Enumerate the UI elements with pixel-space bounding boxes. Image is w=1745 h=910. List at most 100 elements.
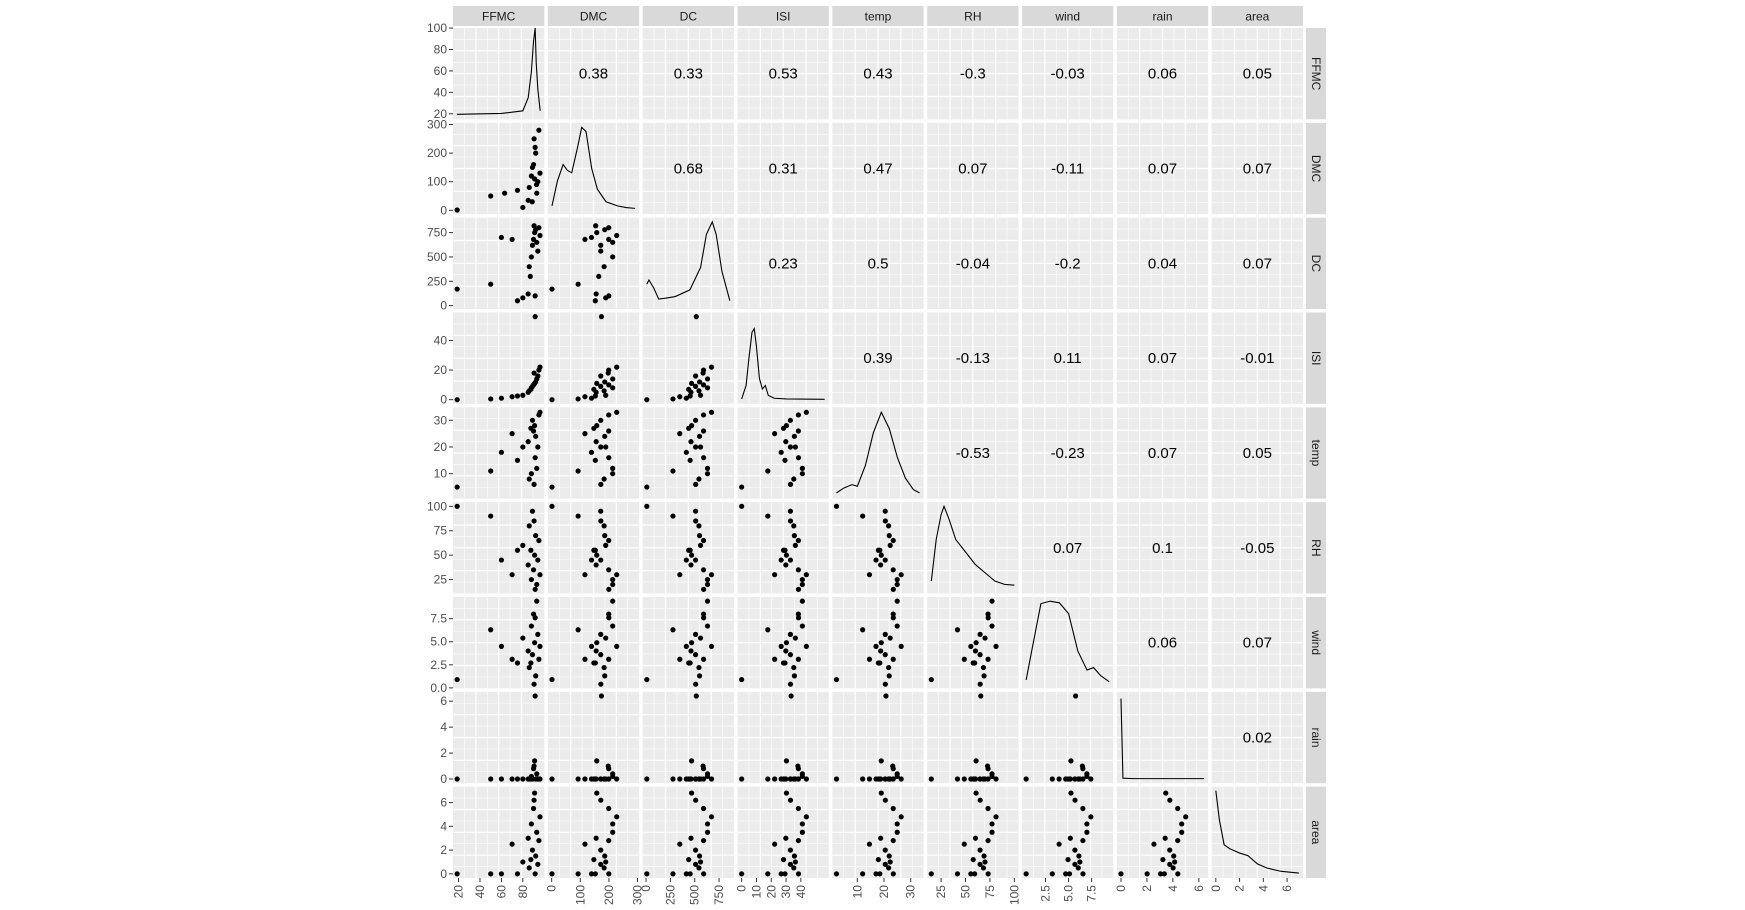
scatter-point [610,771,616,777]
correlation-DC-ISI: 0.23 [769,255,798,272]
scatter-point [677,776,683,782]
scatter-point [536,127,542,133]
scatter-point [610,385,616,391]
scatter-point [977,797,983,803]
y-tick-label: 100 [427,499,447,513]
scatter-point [644,871,650,877]
scatter-point [602,227,608,233]
scatter-point [803,643,809,649]
row-strip-DC: DC [1306,217,1326,309]
scatter-point [989,829,995,835]
scatter-point [534,598,540,604]
scatter-point [688,835,694,841]
panel-wind-ISI [737,597,829,689]
panel-DMC-DMC [547,122,640,215]
scatter-point [525,439,531,445]
scatter-point [882,797,888,803]
scatter-point [614,364,620,370]
panel-wind-DC [642,597,734,689]
scatter-point [526,523,532,529]
scatter-point [534,829,540,835]
scatter-point [894,829,900,835]
correlation-RH-area: -0.05 [1240,540,1274,557]
scatter-point [610,465,616,471]
scatter-point [520,444,526,450]
scatter-point [882,652,888,658]
scatter-point [890,837,896,844]
panel-temp-DC [642,407,734,499]
scatter-point [882,681,888,687]
density-line-area [1215,790,1299,874]
scatter-point [799,598,805,604]
scatter-point [610,254,616,260]
y-tick-label: 80 [434,43,448,57]
row-strip-label-wind: wind [1309,629,1323,655]
row-strip-RH: RH [1306,502,1326,594]
scatter-point [614,776,620,782]
scatter-point [610,239,616,245]
strip-DMC: DMC [547,6,640,26]
panel-FFMC-DC: 0.33 [642,28,734,120]
scatter-point [606,656,612,662]
scatter-point [575,396,581,402]
scatter-point [525,835,531,841]
scatter-point [704,821,711,827]
scatter-point [606,236,612,243]
scatter-point [530,805,537,812]
scatter-point [782,457,788,463]
scatter-point [598,481,604,487]
scatter-point [882,776,888,782]
strip-label-FFMC: FFMC [482,10,516,24]
row-strip-label-ISI: ISI [1309,351,1323,366]
x-tick-label: 100 [1007,885,1021,905]
scatter-point [890,537,896,544]
correlation-FFMC-rain: 0.06 [1148,66,1177,83]
strip-background [1306,786,1326,878]
correlation-FFMC-DC: 0.33 [674,66,703,83]
correlation-temp-rain: 0.07 [1148,445,1177,462]
scatter-point [878,790,884,796]
density-line-rain [1120,698,1205,780]
scatter-point [593,835,599,841]
scatter-point [531,481,537,487]
scatter-point [772,572,778,578]
scatter-point [693,681,699,687]
scatter-point [537,776,543,782]
scatter-point [535,248,541,254]
scatter-point [532,552,538,558]
scatter-point [1172,859,1178,865]
scatter-point [598,861,604,867]
density-line-RH [930,504,1015,586]
panel-temp-rain: 0.07 [1116,407,1209,499]
scatter-point [509,431,515,437]
strip-background [832,6,924,26]
scatter-point [614,643,620,649]
scatter-point [993,643,999,649]
scatter-point [780,856,787,863]
scatter-point [531,681,537,687]
scatter-point [537,409,543,415]
scatter-point [985,656,991,662]
scatter-point [534,771,540,777]
scatter-point [1157,871,1164,877]
scatter-point [593,439,599,445]
scatter-point [898,643,904,649]
panel-RH-FFMC [453,502,545,594]
scatter-point [670,513,676,519]
scatter-point [670,871,676,877]
scatter-point [980,865,987,871]
scatter-point [787,681,794,687]
scatter-point [890,586,896,592]
scatter-point [614,572,620,578]
scatter-point [514,871,521,877]
scatter-point [606,537,612,544]
scatter-point [887,635,893,641]
scatter-point [531,763,537,769]
scatter-point [708,572,715,578]
correlation-DMC-wind: -0.11 [1051,161,1084,178]
scatter-point [700,611,707,617]
scatter-point [454,484,460,490]
scatter-point [687,871,693,877]
scatter-point [598,383,604,389]
scatter-point [708,364,715,370]
